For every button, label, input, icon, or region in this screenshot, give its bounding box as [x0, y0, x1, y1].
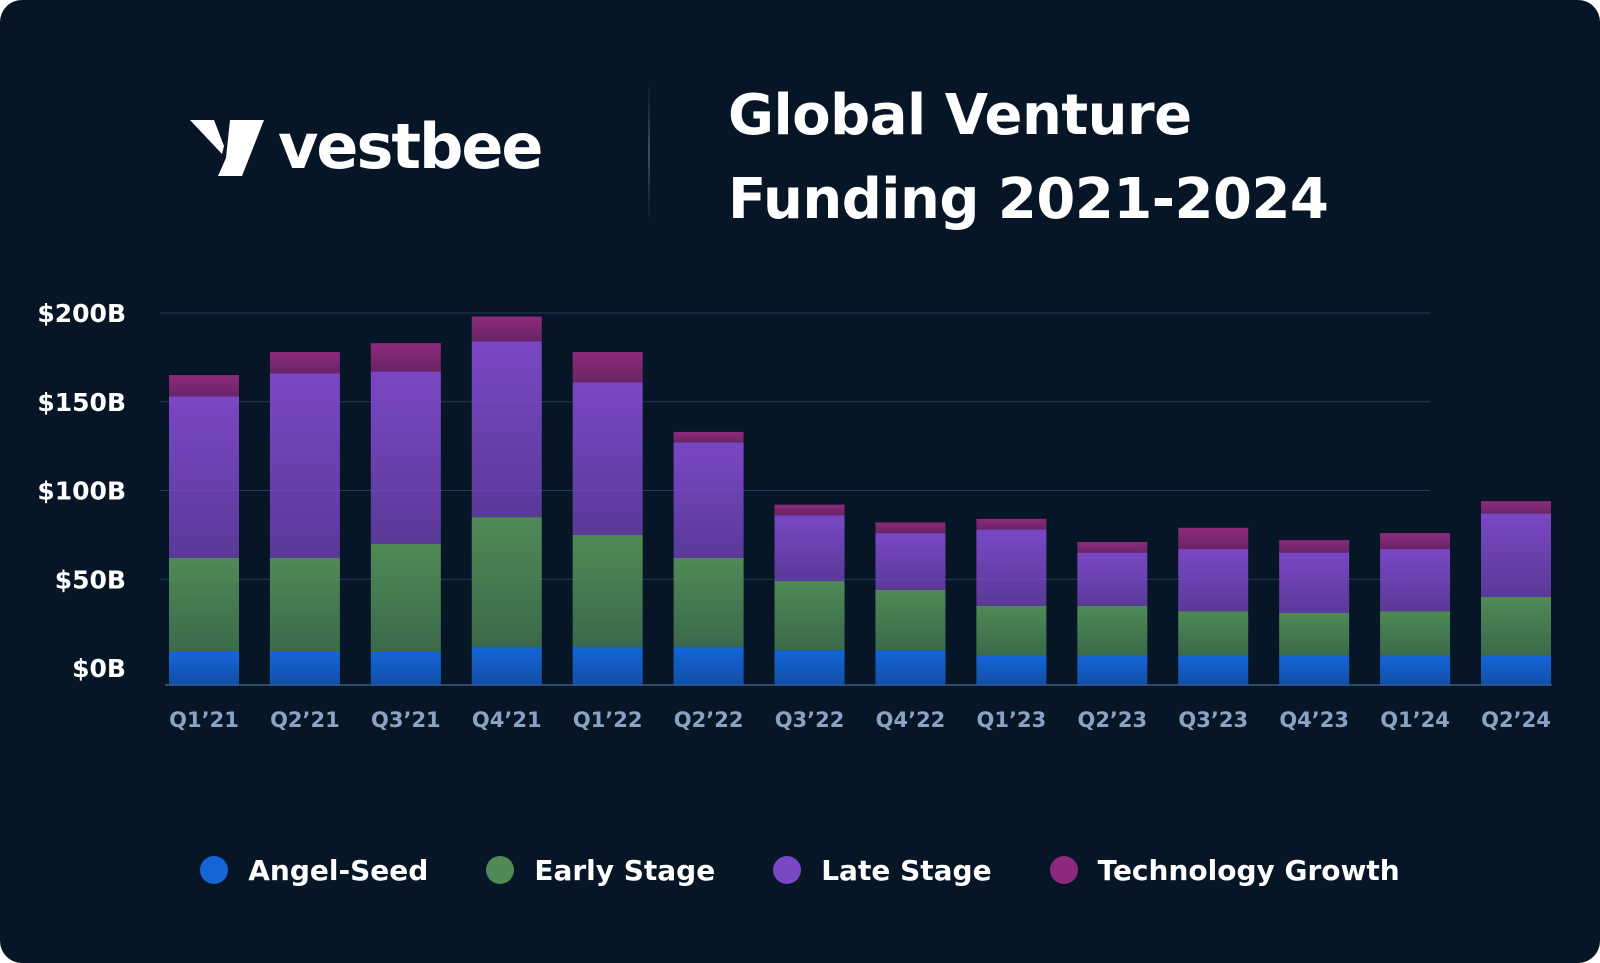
y-tick-label: $50B [55, 565, 126, 594]
bar-segment-late-stage [370, 371, 441, 544]
bar-segment-early-stage [673, 557, 744, 647]
bar-segment-angel-seed [1077, 655, 1148, 685]
chart-legend: Angel-Seed Early Stage Late Stage Technolog… [0, 842, 1600, 898]
bar-segment-technology-growth [1380, 533, 1451, 550]
bar-segment-angel-seed [774, 650, 845, 685]
x-tick-label: Q2’22 [674, 708, 744, 732]
bar-segment-early-stage [774, 581, 845, 651]
bar-segment-late-stage [673, 442, 744, 558]
bar-segment-angel-seed [269, 652, 340, 685]
bar-segment-angel-seed [471, 646, 542, 685]
chart-title-line-1: Global Venture [728, 83, 1192, 148]
y-tick-label: $100B [37, 477, 126, 506]
bar-segment-technology-growth [269, 352, 340, 374]
legend-item: Technology Growth [1049, 853, 1400, 887]
bar-segment-late-stage [471, 341, 542, 518]
bar-segment-late-stage [976, 529, 1047, 606]
bar-segment-early-stage [976, 605, 1047, 656]
bar-segment-angel-seed [572, 646, 643, 685]
bar-segment-late-stage [572, 382, 643, 535]
bar-segment-technology-growth [370, 343, 441, 372]
vestbee-logo-icon [190, 120, 264, 176]
bar-segment-technology-growth [572, 352, 643, 383]
bar-segment-early-stage [471, 517, 542, 647]
bar-segment-early-stage [1279, 612, 1350, 656]
bar-segment-technology-growth [1481, 501, 1551, 514]
bar-segment-late-stage [875, 533, 946, 590]
bar-segment-late-stage [1178, 549, 1249, 612]
bar-segment-technology-growth [169, 375, 239, 397]
x-tick-label: Q3’23 [1178, 708, 1248, 732]
bar-segment-early-stage [370, 543, 441, 653]
bar-segment-angel-seed [1178, 655, 1249, 685]
bar-segment-late-stage [269, 373, 340, 558]
x-tick-label: Q3’21 [371, 708, 441, 732]
legend-swatch [486, 856, 515, 884]
bar-segment-technology-growth [1279, 540, 1350, 553]
chart-title: Global Venture Funding 2021-2024 [728, 74, 1348, 242]
bar-segment-technology-growth [875, 522, 946, 534]
bar-segment-late-stage [1380, 549, 1451, 612]
x-tick-label: Q4’23 [1279, 708, 1349, 732]
bar-segment-angel-seed [1481, 655, 1551, 685]
legend-label: Technology Growth [1097, 853, 1400, 887]
x-tick-label: Q1’23 [977, 708, 1047, 732]
bar-segment-early-stage [269, 557, 340, 653]
bar-segment-early-stage [572, 534, 643, 647]
legend-label: Angel-Seed [248, 853, 429, 887]
header-divider [648, 82, 650, 222]
bar-segment-technology-growth [471, 316, 542, 342]
x-tick-label: Q3’22 [775, 708, 845, 732]
bar-segment-angel-seed [1380, 655, 1451, 685]
x-tick-label: Q4’21 [472, 708, 542, 732]
bar-segment-angel-seed [169, 652, 239, 685]
legend-label: Late Stage [821, 853, 992, 887]
legend-item: Early Stage [486, 854, 715, 887]
bar-segment-technology-growth [774, 504, 845, 516]
stacked-bar-chart: $200B $150B $100B $50B $0B Q1’21 Q2’21 Q3’21 Q4’… [37, 299, 1552, 732]
bar-segment-early-stage [1178, 611, 1249, 656]
bar-segment-technology-growth [1178, 527, 1249, 550]
bar-segment-technology-growth [673, 431, 744, 443]
y-tick-label: $150B [37, 388, 126, 417]
bar-segment-angel-seed [1279, 655, 1350, 685]
bar-segment-angel-seed [976, 655, 1047, 685]
x-tick-label: Q2’24 [1481, 708, 1551, 732]
bar-segment-late-stage [169, 396, 239, 558]
x-tick-label: Q1’21 [169, 708, 239, 732]
chart-title-line-2: Funding 2021-2024 [728, 167, 1329, 232]
bar-segment-late-stage [774, 515, 845, 582]
logo-wordmark: vestbee [278, 110, 543, 183]
x-tick-label: Q1’24 [1380, 708, 1450, 732]
bar-segment-late-stage [1481, 513, 1551, 597]
y-tick-label: $0B [72, 654, 126, 683]
bar-segment-early-stage [169, 557, 239, 653]
bar-segment-angel-seed [673, 646, 744, 685]
bar-segment-late-stage [1279, 552, 1350, 613]
bar-segment-angel-seed [370, 652, 441, 685]
x-tick-label: Q4’22 [876, 708, 946, 732]
bar-segment-technology-growth [976, 518, 1047, 530]
x-tick-label: Q1’22 [573, 708, 643, 732]
bar-segment-angel-seed [875, 650, 946, 685]
y-tick-label: $200B [37, 299, 126, 328]
bar-segment-early-stage [1380, 611, 1451, 656]
legend-swatch [773, 856, 802, 884]
legend-swatch [1049, 856, 1078, 884]
bar-segment-early-stage [1077, 605, 1148, 656]
vestbee-logo: vestbee [190, 110, 543, 183]
bar-segment-technology-growth [1077, 541, 1148, 553]
bar-segment-early-stage [1481, 597, 1551, 656]
legend-item: Angel-Seed [200, 854, 428, 887]
x-tick-label: Q2’23 [1077, 708, 1147, 732]
bar-segment-late-stage [1077, 552, 1148, 606]
legend-item: Late Stage [773, 853, 992, 887]
legend-label: Early Stage [534, 853, 716, 887]
x-tick-label: Q2’21 [270, 708, 340, 732]
bar-segment-early-stage [875, 589, 946, 651]
legend-swatch [200, 856, 229, 884]
